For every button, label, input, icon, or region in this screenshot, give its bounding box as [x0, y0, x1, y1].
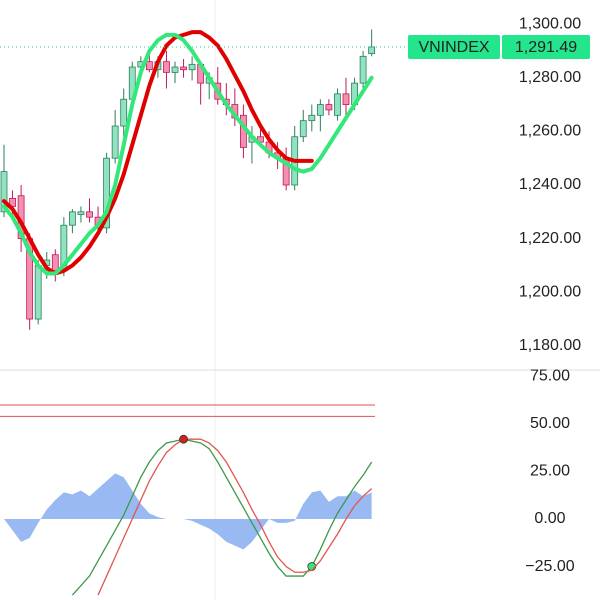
histogram-area: [4, 473, 372, 550]
signal-dot: [179, 434, 188, 444]
candle-body: [316, 104, 324, 116]
candle-body: [163, 61, 170, 73]
y-tick-label: 50.00: [530, 415, 570, 432]
symbol-box: [408, 34, 500, 59]
last-price-label: 1,291.49: [515, 39, 577, 56]
y-tick-label: 1,180.00: [519, 337, 581, 354]
y-tick-label: 1,260.00: [519, 123, 581, 140]
candle-body: [308, 114, 316, 122]
y-tick-label: 1,280.00: [519, 69, 581, 86]
candle-body: [51, 254, 59, 272]
candle-body: [342, 93, 350, 105]
candle-body: [34, 265, 42, 320]
y-tick-label: −25.00: [525, 558, 574, 575]
y-tick-label: 0.00: [534, 510, 565, 527]
candle-body: [69, 211, 76, 226]
candle-body: [325, 104, 333, 111]
candle-body: [111, 125, 119, 159]
candle-body: [171, 66, 179, 73]
y-tick-label: 1,200.00: [519, 283, 581, 300]
candle-body: [334, 93, 341, 116]
candle-body: [188, 63, 196, 71]
y-tick-label: 1,240.00: [519, 176, 581, 193]
oscillator-line: [71, 438, 373, 596]
candle-body: [86, 211, 93, 218]
y-tick-label: 75.00: [530, 368, 570, 385]
candle-body: [299, 120, 307, 138]
symbol-label: VNINDEX: [418, 39, 489, 56]
candle-body: [103, 157, 110, 229]
candle-body: [359, 55, 367, 84]
y-tick-label: 1,220.00: [519, 230, 581, 247]
candle-body: [0, 171, 8, 213]
candle-body: [180, 66, 187, 71]
price-box: [502, 34, 590, 59]
oscillator-line: [97, 438, 373, 596]
y-tick-label: 25.00: [530, 463, 570, 480]
candle-body: [145, 61, 153, 71]
candle-body: [120, 98, 128, 127]
y-tick-label: 1,300.00: [519, 15, 581, 32]
moving-average: [2, 32, 374, 276]
candle-body: [77, 211, 85, 215]
candle-body: [368, 46, 376, 55]
